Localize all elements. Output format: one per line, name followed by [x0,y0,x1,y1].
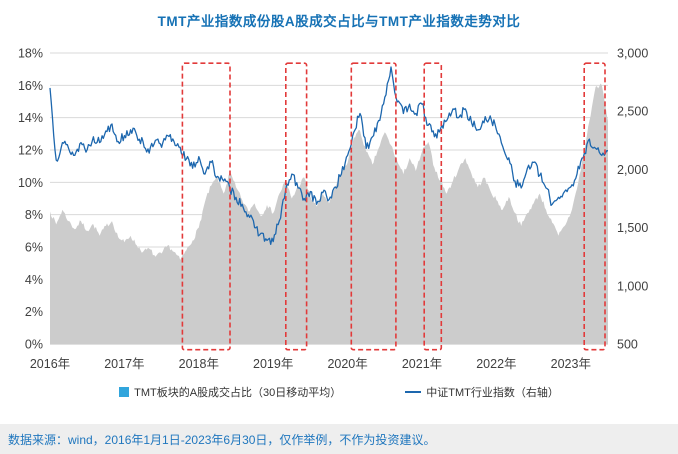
chart-legend: TMT板块的A股成交占比（30日移动平均） 中证TMT行业指数（右轴） [0,384,678,400]
svg-text:14%: 14% [18,111,43,125]
svg-text:2023年: 2023年 [551,357,591,371]
legend-label-volume-share: TMT板块的A股成交占比（30日移动平均） [134,387,342,399]
highlight-box-2 [284,62,308,351]
svg-text:2,000: 2,000 [617,163,648,177]
svg-text:1,500: 1,500 [617,221,648,235]
svg-text:3,000: 3,000 [617,47,648,61]
svg-text:2016年: 2016年 [30,357,70,371]
source-note: 数据来源：wind，2016年1月1日-2023年6月30日，仅作举例，不作为投… [0,424,678,454]
chart-canvas: 0% 2% 4% 6% 8% 10% 12% 14% 16% 18% 500 1,000 1,500 2,… [18,47,648,372]
left-axis-labels: 0% 2% 4% 6% 8% 10% 12% 14% 16% 18% [18,47,43,352]
line-series-swatch [405,391,422,393]
legend-item-tmt-index: 中证TMT行业指数（右轴） [405,384,559,400]
highlight-box-5 [583,62,606,351]
svg-text:2020年: 2020年 [327,357,367,371]
svg-text:2,500: 2,500 [617,105,648,119]
svg-text:2%: 2% [25,305,43,319]
highlight-box-1 [181,62,231,351]
svg-text:16%: 16% [18,79,43,93]
highlight-box-3 [350,62,397,351]
line-series-tmt-index [49,66,609,246]
chart-title: TMT产业指数成份股A股成交占比与TMT产业指数走势对比 [157,14,521,29]
svg-text:8%: 8% [25,208,43,222]
highlight-boxes [181,62,606,351]
highlight-box-4 [423,62,443,351]
right-axis-labels: 500 1,000 1,500 2,000 2,500 3,000 [617,47,648,352]
svg-text:6%: 6% [25,241,43,255]
svg-text:2018年: 2018年 [179,357,219,371]
svg-text:500: 500 [617,338,638,352]
svg-text:2022年: 2022年 [476,357,516,371]
legend-label-tmt-index: 中证TMT行业指数（右轴） [426,387,559,399]
svg-text:2021年: 2021年 [402,357,442,371]
svg-text:1,000: 1,000 [617,279,648,293]
svg-text:4%: 4% [25,273,43,287]
svg-text:2017年: 2017年 [104,357,144,371]
svg-text:2019年: 2019年 [253,357,293,371]
area-series-swatch [119,387,130,397]
svg-text:10%: 10% [18,176,43,190]
svg-text:12%: 12% [18,144,43,158]
legend-item-volume-share: TMT板块的A股成交占比（30日移动平均） [119,384,341,400]
x-axis-labels: 2016年 2017年 2018年 2019年 2020年 2021年 2022年 2023年 [30,357,591,371]
svg-text:18%: 18% [18,47,43,61]
svg-text:0%: 0% [25,338,43,352]
area-series-volume-share [50,83,608,344]
